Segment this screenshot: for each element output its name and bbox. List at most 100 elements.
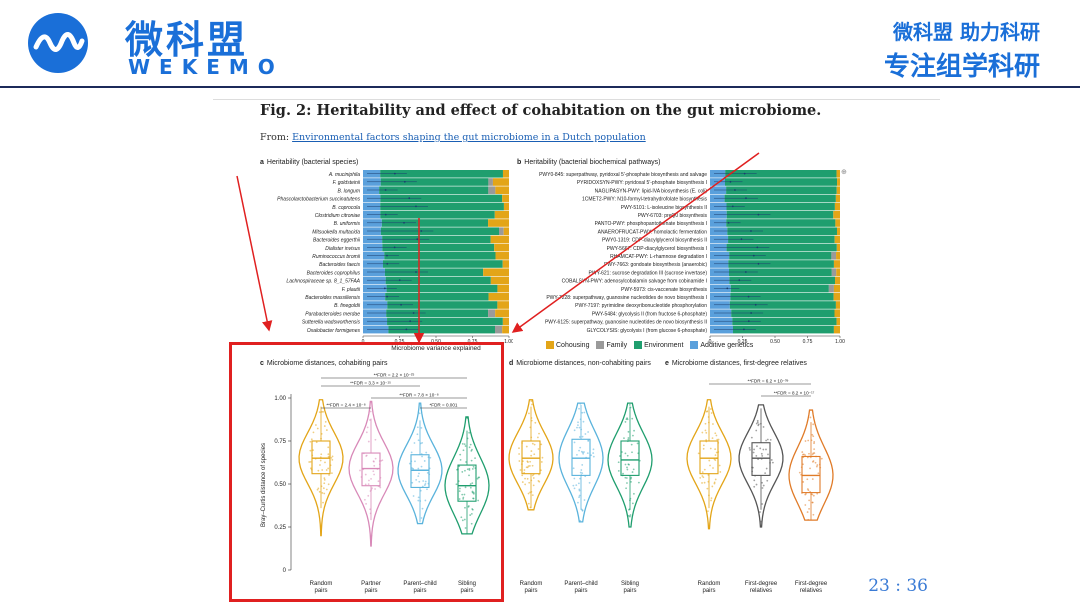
jitter-point xyxy=(627,514,630,517)
jitter-point xyxy=(812,494,815,497)
jitter-point xyxy=(626,466,628,469)
error-point xyxy=(738,279,741,282)
bar-segment xyxy=(503,227,509,235)
row-label: Bacteroides massiliensis xyxy=(305,295,360,301)
jitter-point xyxy=(468,446,471,449)
bar-segment xyxy=(382,235,491,244)
jitter-point xyxy=(467,505,470,507)
jitter-point xyxy=(633,429,635,432)
violin-outline xyxy=(397,402,443,525)
bar-segment xyxy=(380,194,503,203)
jitter-point xyxy=(801,451,804,453)
jitter-point xyxy=(417,475,420,478)
jitter-point xyxy=(579,402,582,405)
jitter-point xyxy=(701,475,704,477)
bar-segment xyxy=(835,301,840,309)
jitter-point xyxy=(521,481,524,483)
error-point xyxy=(420,230,423,232)
jitter-point xyxy=(580,450,583,453)
jitter-point xyxy=(455,483,458,486)
jitter-point xyxy=(581,464,584,466)
jitter-point xyxy=(633,492,635,495)
jitter-point xyxy=(586,452,589,455)
jitter-point xyxy=(418,472,420,475)
row-label: PWY-7663: gondoate biosynthesis (anaerob… xyxy=(604,262,707,268)
bar-segment xyxy=(490,235,509,244)
row-label: B. uniformis xyxy=(334,221,361,227)
bar-segment xyxy=(490,276,509,285)
jitter-point xyxy=(625,487,627,490)
jitter-point xyxy=(711,437,714,440)
jitter-point xyxy=(464,445,467,447)
jitter-point xyxy=(541,456,544,459)
row-label: B. finegoldii xyxy=(334,303,361,309)
jitter-point xyxy=(770,459,773,461)
jitter-point xyxy=(755,454,758,457)
bar-segment xyxy=(730,293,834,301)
jitter-point xyxy=(372,460,375,463)
jitter-point xyxy=(712,467,714,469)
jitter-point xyxy=(325,429,328,431)
jitter-point xyxy=(315,441,318,444)
jitter-point xyxy=(464,527,467,529)
jitter-point xyxy=(471,482,474,485)
jitter-point xyxy=(588,481,591,484)
jitter-point xyxy=(577,482,580,485)
jitter-point xyxy=(458,490,461,493)
bar-segment xyxy=(726,243,837,252)
jitter-point xyxy=(761,455,764,457)
jitter-point xyxy=(309,460,312,463)
jitter-point xyxy=(423,460,426,462)
error-point xyxy=(415,271,417,273)
jitter-point xyxy=(471,468,474,470)
violin-outline xyxy=(738,404,784,528)
error-point xyxy=(393,246,396,249)
bar-segment xyxy=(492,178,509,186)
jitter-point xyxy=(364,483,367,486)
jitter-point xyxy=(470,459,473,462)
panel-a-letter: a xyxy=(260,159,264,166)
error-point xyxy=(386,295,388,298)
row-label: Lachnospiraceae sp. 8_1_57FAA xyxy=(286,279,360,285)
jitter-point xyxy=(530,454,533,457)
error-point xyxy=(400,303,402,306)
error-point xyxy=(393,172,396,175)
jitter-point xyxy=(374,488,376,490)
jitter-point xyxy=(718,464,721,467)
jitter-point xyxy=(808,452,810,455)
bar-segment xyxy=(384,268,484,276)
jitter-point xyxy=(812,423,815,426)
jitter-point xyxy=(369,419,371,421)
jitter-point xyxy=(420,465,423,468)
panel-c-title: c Microbiome distances, cohabiting pairs xyxy=(260,360,388,367)
jitter-point xyxy=(577,424,579,427)
jitter-point xyxy=(363,498,366,501)
jitter-point xyxy=(623,437,625,440)
jitter-point xyxy=(365,455,368,457)
row-label: Dialister invisus xyxy=(325,246,360,252)
figure-source-link[interactable]: Environmental factors shaping the gut mi… xyxy=(292,132,646,143)
jitter-point xyxy=(325,469,328,471)
jitter-point xyxy=(412,495,415,497)
jitter-point xyxy=(716,438,719,441)
panel-c-letter: c xyxy=(260,360,264,367)
jitter-point xyxy=(373,473,376,476)
bar-segment xyxy=(382,243,495,252)
jitter-point xyxy=(538,480,541,483)
jitter-point xyxy=(581,435,584,438)
jitter-point xyxy=(365,431,368,434)
jitter-point xyxy=(531,464,534,467)
jitter-point xyxy=(587,440,590,442)
panel-b-pathway-chart: PWY0-845: superpathway, pyridoxal 5'-pho… xyxy=(539,169,847,345)
x-axis-label: Microbiome variance explained xyxy=(391,345,481,352)
jitter-point xyxy=(579,446,582,449)
bar-segment xyxy=(495,252,509,260)
jitter-point xyxy=(466,417,469,419)
jitter-point xyxy=(813,442,815,445)
bar-segment xyxy=(724,178,838,186)
jitter-point xyxy=(471,508,474,510)
group-label: Parent–child xyxy=(403,581,436,587)
jitter-point xyxy=(625,477,628,479)
logo-english-text: WEKEMO xyxy=(128,55,284,79)
jitter-point xyxy=(762,448,765,451)
